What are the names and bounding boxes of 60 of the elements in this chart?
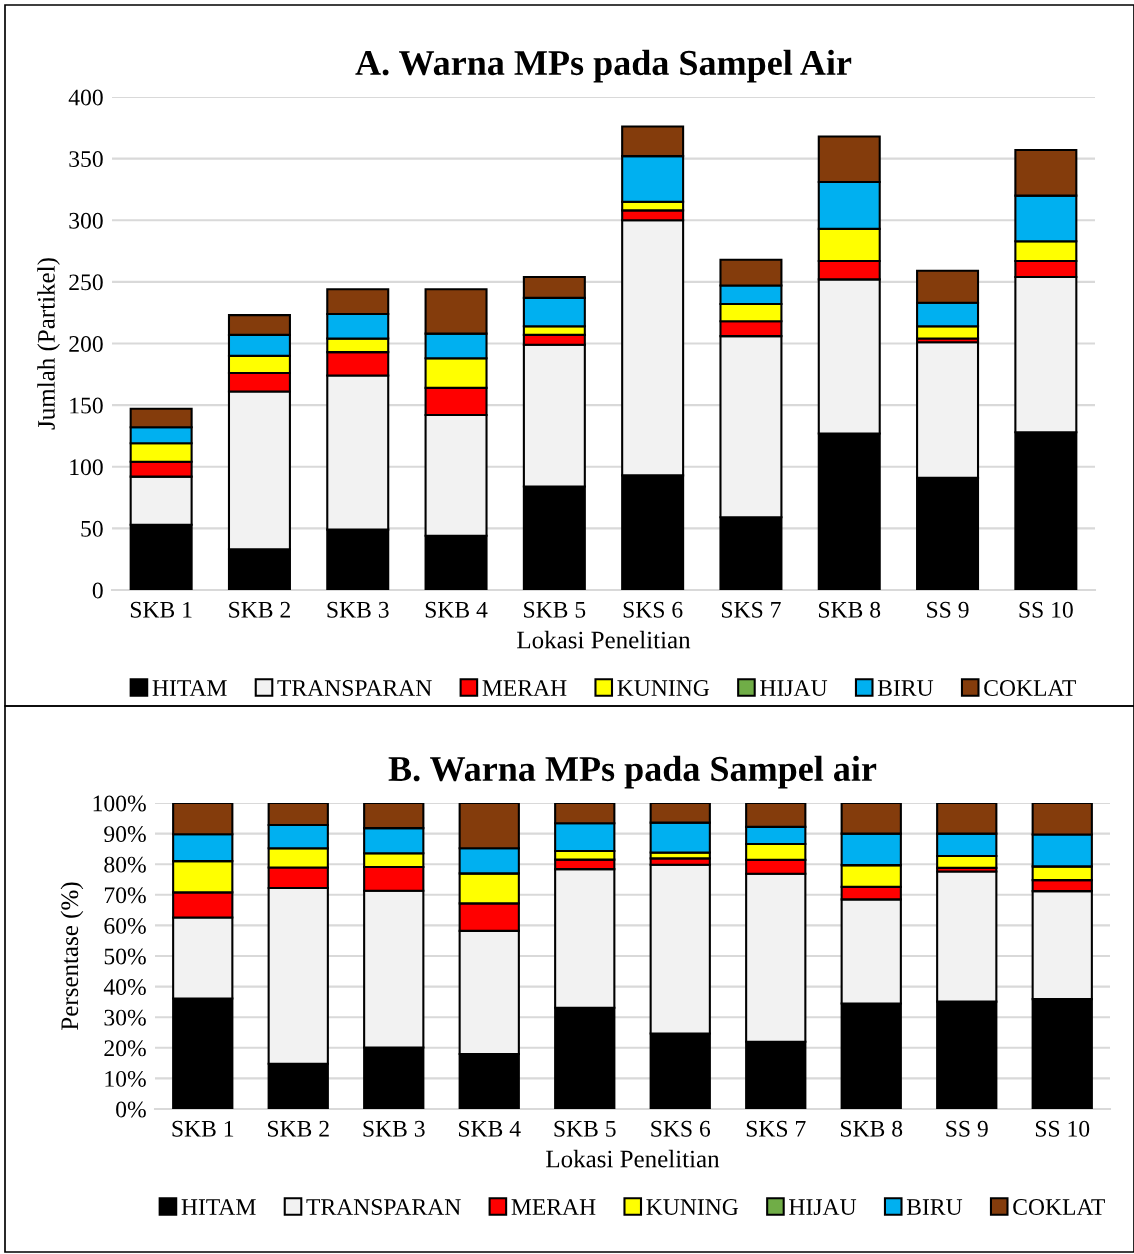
- y-tick-label: 100: [70, 459, 103, 476]
- legend-label: HITAM: [152, 680, 227, 696]
- x-axis-title: Lokasi Penelitian: [546, 1149, 720, 1168]
- x-tick-label: SKB 8: [841, 1120, 903, 1137]
- x-tick-label: SS 9: [927, 601, 969, 618]
- x-tick-label: SKB 1: [130, 601, 192, 618]
- x-tick-label: SKB 5: [524, 601, 586, 618]
- y-tick-label: 30%: [104, 1009, 146, 1026]
- x-tick-label: SKB 4: [459, 1120, 521, 1137]
- legend-label: MERAH: [511, 1199, 596, 1215]
- y-tick-label: 350: [69, 151, 103, 168]
- y-tick-label: 100%: [93, 795, 146, 812]
- x-tick-label: SKS 7: [746, 1120, 806, 1137]
- legend-label: TRANSPARAN: [277, 680, 432, 696]
- legend-label: KUNING: [646, 1199, 739, 1215]
- legend-label: HIJAU: [760, 680, 828, 696]
- x-tick-label: SKB 8: [819, 601, 881, 618]
- legend-label: BIRU: [906, 1199, 963, 1215]
- y-tick-label: 150: [70, 397, 103, 414]
- y-tick-label: 40%: [103, 979, 146, 996]
- x-tick-label: SS 9: [946, 1120, 988, 1137]
- x-tick-label: SKB 4: [425, 601, 488, 618]
- y-axis-title: Jumlah (Partikel): [37, 258, 60, 430]
- y-tick-label: 0%: [116, 1101, 146, 1118]
- x-tick-label: SKB 2: [268, 1120, 329, 1137]
- y-tick-label: 50%: [104, 948, 146, 965]
- y-tick-label: 200: [69, 335, 103, 352]
- y-tick-label: 80%: [104, 856, 146, 873]
- y-axis-title: Persentase (%): [60, 882, 84, 1030]
- legend-label: COKLAT: [984, 680, 1076, 696]
- y-tick-label: 50: [81, 520, 103, 537]
- x-tick-label: SKB 2: [229, 601, 290, 618]
- legend-label: BIRU: [877, 680, 934, 696]
- x-tick-label: SKB 3: [363, 1120, 425, 1137]
- y-tick-label: 300: [69, 212, 103, 229]
- x-tick-label: SKB 5: [554, 1120, 616, 1137]
- chart-title: A. Warna MPs pada Sampel Air: [355, 49, 852, 83]
- legend-label: HITAM: [181, 1199, 256, 1215]
- legend-label: MERAH: [482, 680, 567, 696]
- legend-label: HIJAU: [789, 1199, 857, 1215]
- x-tick-label: SKS 6: [651, 1120, 711, 1137]
- y-tick-label: 70%: [104, 887, 146, 904]
- y-tick-label: 250: [69, 274, 103, 291]
- x-tick-label: SS 10: [1035, 1120, 1090, 1137]
- x-tick-label: SKS 6: [623, 601, 683, 618]
- x-tick-label: SKS 7: [722, 601, 781, 618]
- chart-title: B. Warna MPs pada Sampel air: [388, 755, 877, 789]
- x-tick-label: SKB 3: [327, 601, 389, 618]
- y-tick-label: 20%: [104, 1040, 146, 1057]
- legend-label: KUNING: [617, 680, 710, 696]
- x-axis-title: Lokasi Penelitian: [517, 630, 691, 649]
- legend-label: TRANSPARAN: [306, 1199, 461, 1215]
- y-tick-label: 10%: [105, 1070, 146, 1087]
- x-tick-label: SS 10: [1019, 601, 1073, 618]
- y-tick-label: 90%: [104, 826, 146, 843]
- y-tick-label: 400: [68, 89, 103, 106]
- y-tick-label: 60%: [104, 917, 146, 934]
- x-tick-label: SKB 1: [172, 1120, 234, 1137]
- legend-label: COKLAT: [1013, 1199, 1105, 1215]
- y-tick-label: 0: [92, 582, 103, 599]
